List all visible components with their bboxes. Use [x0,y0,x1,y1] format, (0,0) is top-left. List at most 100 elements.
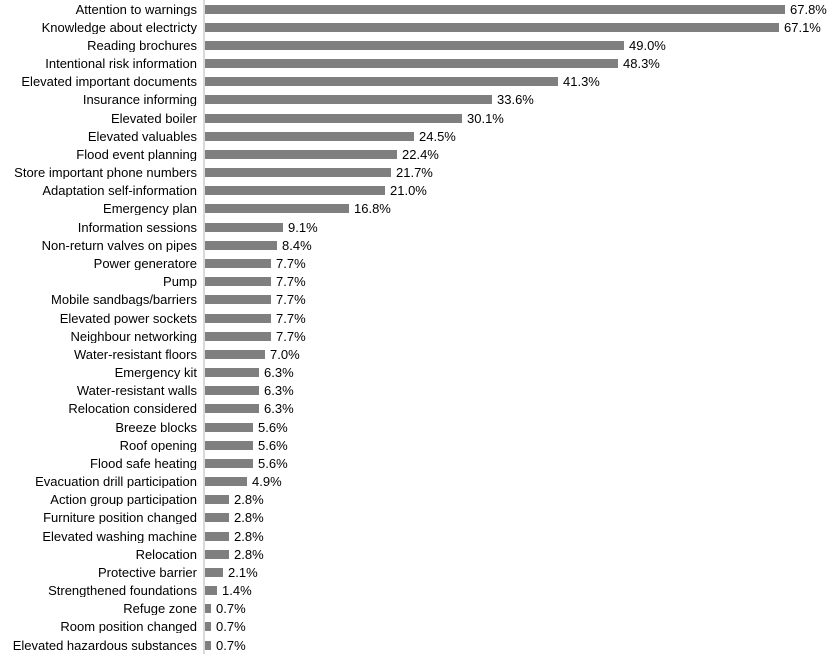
plot-area: 21.0% [203,181,829,200]
bar-row: Emergency kit 6.3% [0,363,829,382]
category-label: Mobile sandbags/barriers [51,293,197,307]
bar [205,567,223,577]
bar-row: Insurance informing 33.6% [0,90,829,110]
value-label: 16.8% [354,201,391,217]
bar-row: Flood event planning 22.4% [0,145,829,164]
bar-row: Elevated boiler 30.1% [0,109,829,128]
category-label: Elevated power sockets [59,311,197,325]
bar-row: Emergency plan 16.8% [0,199,829,219]
category-label: Information sessions [77,220,197,234]
plot-area: 2.8% [203,490,829,509]
plot-area: 48.3% [203,54,829,73]
value-label: 7.0% [270,346,300,362]
value-label: 67.1% [784,19,821,35]
plot-area: 7.7% [203,327,829,346]
bar-row: Breeze blocks 5.6% [0,417,829,437]
bar [205,404,259,414]
plot-area: 9.1% [203,218,829,237]
bar-row: Relocation considered 6.3% [0,399,829,418]
value-label: 2.8% [234,546,264,562]
value-label: 24.5% [419,128,456,144]
value-label: 9.1% [288,219,318,235]
value-label: 2.8% [234,492,264,508]
value-label: 33.6% [497,92,534,108]
bar-row: Attention to warnings 67.8% [0,0,829,19]
category-label: Breeze blocks [115,420,197,434]
plot-area: 2.8% [203,526,829,546]
value-label: 0.7% [216,637,246,653]
value-label: 0.7% [216,601,246,617]
value-label: 6.3% [264,365,294,381]
value-label: 8.4% [282,237,312,253]
category-label: Neighbour networking [70,329,197,343]
category-label: Action group participation [50,493,197,507]
bar [205,40,624,50]
value-label: 0.7% [216,619,246,635]
bar-row: Reading brochures 49.0% [0,36,829,55]
bar [205,477,247,487]
value-label: 5.6% [258,455,288,471]
value-label: 22.4% [402,146,439,162]
plot-area: 2.8% [203,508,829,527]
bar [205,258,271,268]
bar-row: Elevated hazardous substances 0.7% [0,636,829,654]
bar-row: Protective barrier 2.1% [0,563,829,582]
bar [205,204,349,214]
plot-area: 6.3% [203,381,829,400]
bar-row: Flood safe heating 5.6% [0,454,829,473]
value-label: 48.3% [623,56,660,72]
bar-row: Room position changed 0.7% [0,617,829,637]
bar-row: Water-resistant floors 7.0% [0,345,829,364]
value-label: 67.8% [790,1,827,17]
bar-row: Neighbour networking 7.7% [0,327,829,346]
value-label: 5.6% [258,419,288,435]
bar [205,640,211,650]
bar-row: Water-resistant walls 6.3% [0,381,829,400]
bar-row: Mobile sandbags/barriers 7.7% [0,290,829,309]
plot-area: 41.3% [203,72,829,91]
category-label: Relocation [135,547,197,561]
category-label: Furniture position changed [43,511,197,525]
category-label: Emergency kit [114,366,197,380]
value-label: 6.3% [264,383,294,399]
bar [205,422,253,432]
value-label: 41.3% [563,74,600,90]
bar [205,295,271,305]
bar-row: Intentional risk information 48.3% [0,54,829,73]
bar-row: Information sessions 9.1% [0,218,829,237]
plot-area: 7.7% [203,272,829,291]
category-label: Water-resistant floors [73,347,197,361]
bar-row: Knowledge about electricty 67.1% [0,18,829,37]
value-label: 2.8% [234,528,264,544]
bar [205,586,217,596]
category-label: Elevated washing machine [42,529,197,543]
category-label: Relocation considered [68,402,197,416]
bar-row: Pump 7.7% [0,272,829,291]
category-label: Pump [163,275,197,289]
plot-area: 67.1% [203,18,829,37]
bar [205,240,277,250]
category-label: Intentional risk information [45,57,197,71]
bar-row: Store important phone numbers 21.7% [0,163,829,182]
plot-area: 16.8% [203,199,829,219]
category-label: Elevated hazardous substances [12,638,197,652]
bar-row: Roof opening 5.6% [0,436,829,455]
plot-area: 6.3% [203,363,829,382]
bar-row: Action group participation 2.8% [0,490,829,509]
bar-row: Power generatore 7.7% [0,254,829,273]
plot-area: 33.6% [203,90,829,110]
category-label: Room position changed [60,620,197,634]
bar [205,59,618,69]
plot-area: 4.9% [203,472,829,491]
plot-area: 7.7% [203,290,829,309]
category-label: Attention to warnings [75,2,197,16]
plot-area: 2.8% [203,545,829,564]
plot-area: 0.7% [203,617,829,637]
category-label: Flood event planning [76,147,197,161]
category-label: Knowledge about electricty [41,20,197,34]
bar-row: Refuge zone 0.7% [0,599,829,618]
category-label: Strengthened foundations [48,584,197,598]
bar-row: Non-return valves on pipes 8.4% [0,236,829,255]
value-label: 30.1% [467,110,504,126]
